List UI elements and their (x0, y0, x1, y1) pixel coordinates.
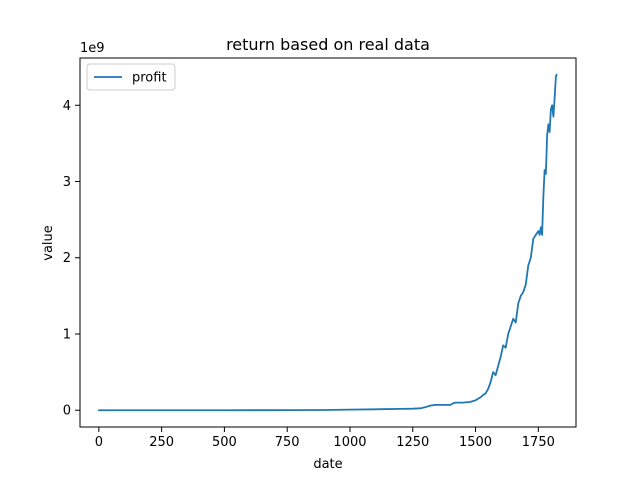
x-tick-label: 0 (95, 435, 103, 450)
y-axis: 0 1 2 3 4 (63, 99, 80, 419)
chart-title: return based on real data (226, 35, 430, 54)
x-tick-label: 1000 (333, 435, 366, 450)
x-tick-label: 750 (275, 435, 300, 450)
y-tick-label: 1 (63, 327, 71, 342)
legend-label-profit: profit (132, 71, 167, 86)
y-tick-label: 3 (63, 175, 71, 190)
x-tick-label: 1250 (396, 435, 429, 450)
x-axis-label: date (313, 457, 342, 472)
x-tick-label: 500 (212, 435, 237, 450)
axes-frame (79, 57, 577, 428)
plot-area (97, 73, 558, 412)
y-offset-label: 1e9 (80, 41, 105, 56)
x-tick-label: 1500 (459, 435, 492, 450)
legend: profit (86, 63, 176, 91)
y-tick-label: 4 (63, 99, 71, 114)
x-tick-label: 250 (149, 435, 174, 450)
x-tick-label: 1750 (522, 435, 555, 450)
legend-box (86, 63, 176, 91)
x-axis: 0 250 500 750 1000 1250 1500 1750 (95, 427, 555, 450)
y-axis-label: value (41, 225, 56, 261)
y-tick-label: 0 (63, 404, 71, 419)
y-tick-label: 2 (63, 251, 71, 266)
series-line-profit (97, 73, 558, 412)
